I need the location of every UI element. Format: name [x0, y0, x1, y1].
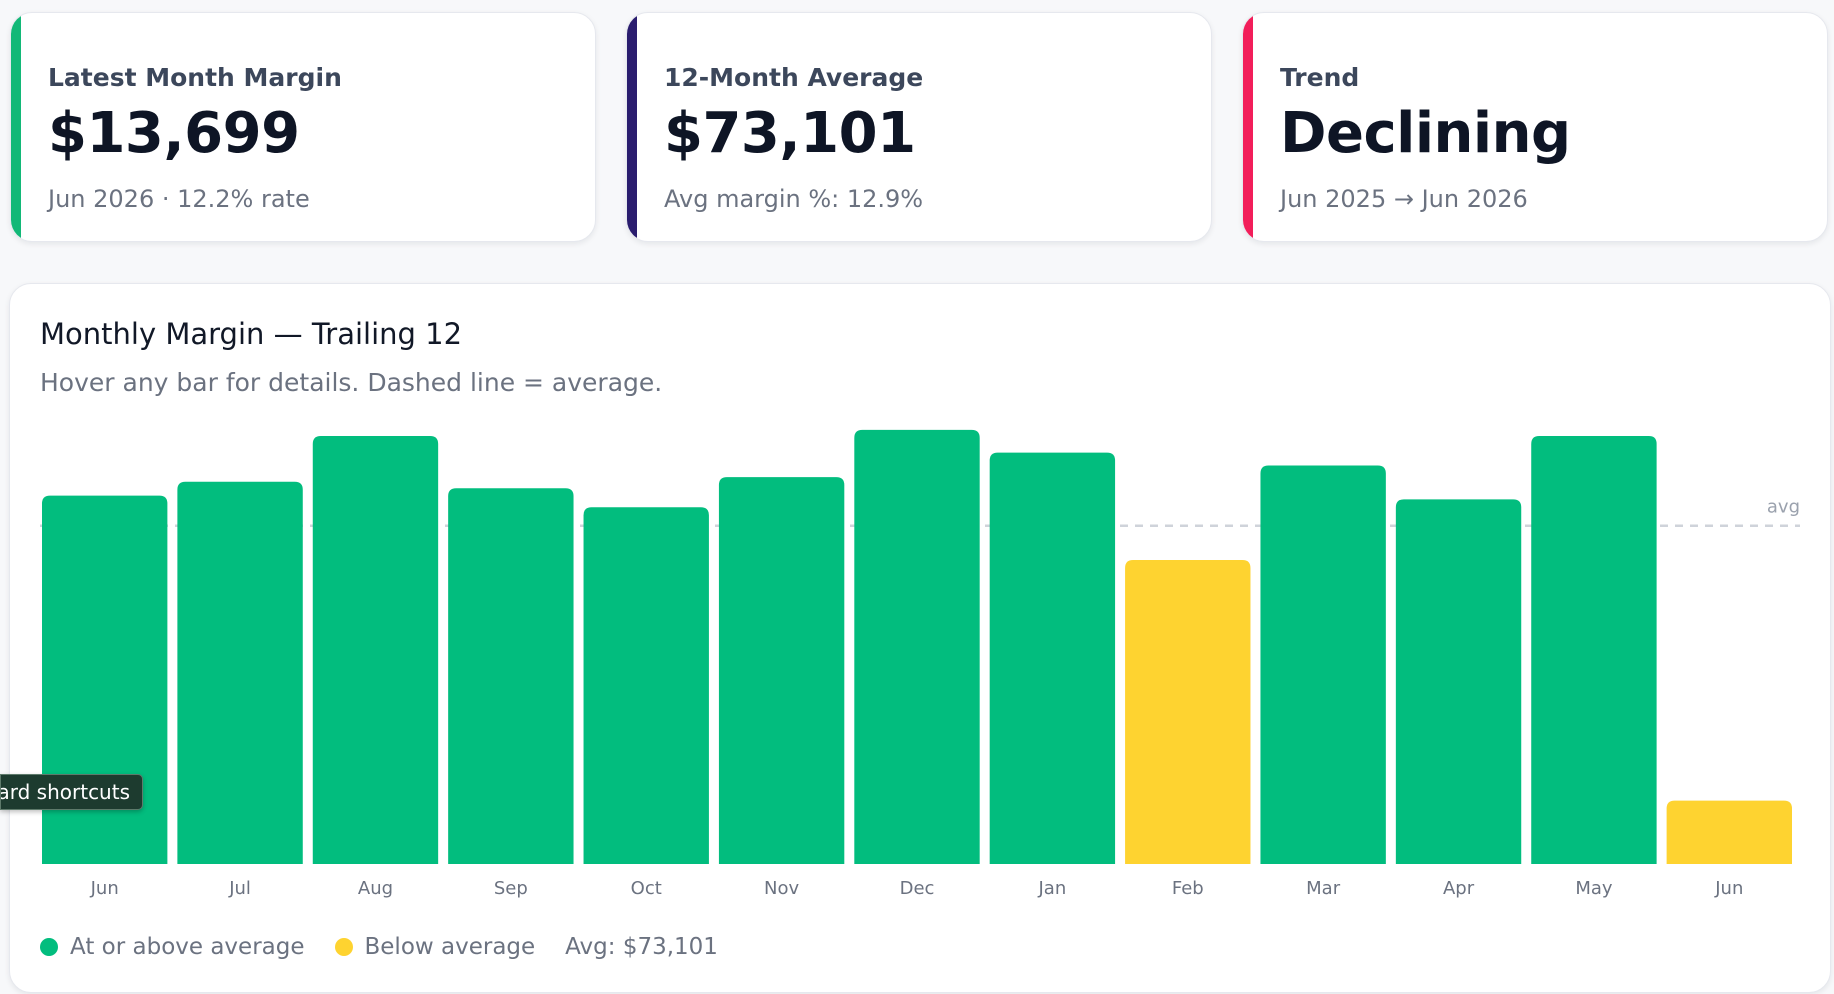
bar-sep-3[interactable]	[448, 488, 574, 864]
x-tick-label: Jun	[1714, 878, 1743, 899]
kpi-value: $13,699	[48, 101, 300, 166]
bar-apr-10[interactable]	[1395, 499, 1522, 864]
bar-jun-0[interactable]	[42, 495, 168, 864]
legend-item-above: At or above average	[40, 934, 305, 960]
x-tick-label: Oct	[631, 878, 662, 899]
kpi-label: 12-Month Average	[664, 63, 924, 92]
keyboard-shortcuts-tooltip[interactable]: Keyboard shortcuts	[0, 774, 143, 810]
bar-dec-6[interactable]	[854, 429, 980, 864]
kpi-subtext: Jun 2025 → Jun 2026	[1280, 185, 1528, 213]
x-tick-label: Jun	[90, 878, 119, 899]
kpi-value: Declining	[1280, 101, 1571, 166]
chart-panel: Monthly Margin — Trailing 12 Hover any b…	[9, 283, 1831, 993]
x-tick-label: Mar	[1306, 878, 1341, 899]
bar-feb-8[interactable]	[1125, 559, 1251, 864]
kpi-subtext: Avg margin %: 12.9%	[664, 185, 924, 213]
legend-label-below: Below average	[364, 934, 536, 960]
x-tick-label: Jul	[228, 878, 251, 899]
kpi-label: Latest Month Margin	[48, 63, 342, 92]
bar-oct-4[interactable]	[583, 507, 709, 864]
bar-jun-12[interactable]	[1666, 800, 1792, 864]
x-tick-label: Jan	[1038, 878, 1067, 899]
kpi-card-latest-margin: Latest Month Margin $13,699 Jun 2026 · 1…	[10, 12, 596, 242]
legend-dot-above	[40, 938, 58, 956]
x-tick-label: Dec	[900, 878, 935, 899]
x-tick-label: Nov	[764, 878, 799, 899]
tooltip-label: Keyboard shortcuts	[1, 780, 130, 804]
x-tick-label: Apr	[1443, 878, 1475, 899]
average-line-label: avg	[1767, 497, 1800, 518]
kpi-label: Trend	[1280, 63, 1360, 92]
legend-label-above: At or above average	[70, 934, 305, 960]
bar-jul-1[interactable]	[177, 481, 303, 864]
chart-title: Monthly Margin — Trailing 12	[40, 317, 463, 351]
bar-may-11[interactable]	[1531, 435, 1657, 864]
kpi-card-average: 12-Month Average $73,101 Avg margin %: 1…	[626, 12, 1212, 242]
kpi-accent-bar	[1243, 13, 1253, 241]
legend-average-value: Avg: $73,101	[565, 934, 718, 960]
bar-mar-9[interactable]	[1260, 465, 1386, 864]
kpi-accent-bar	[11, 13, 21, 241]
x-tick-label: Feb	[1172, 878, 1204, 899]
chart-subtitle: Hover any bar for details. Dashed line =…	[40, 368, 663, 397]
bar-chart: avg Jun Jul Aug Sep Oct Nov Dec Jan Feb Mar Apr May J…	[40, 429, 1800, 899]
chart-legend: At or above average Below average Avg: $…	[40, 934, 718, 960]
kpi-subtext: Jun 2026 · 12.2% rate	[48, 185, 310, 213]
legend-dot-below	[334, 938, 353, 956]
kpi-value: $73,101	[664, 101, 916, 166]
legend-item-below: Below average	[334, 934, 536, 960]
x-tick-label: Sep	[494, 878, 528, 899]
bar-jan-7[interactable]	[989, 452, 1116, 864]
bar-aug-2[interactable]	[312, 435, 439, 864]
x-tick-label: Aug	[358, 878, 393, 899]
x-tick-label: May	[1575, 878, 1613, 899]
kpi-card-trend: Trend Declining Jun 2025 → Jun 2026	[1242, 12, 1828, 242]
kpi-accent-bar	[627, 13, 637, 241]
bar-nov-5[interactable]	[718, 477, 845, 864]
